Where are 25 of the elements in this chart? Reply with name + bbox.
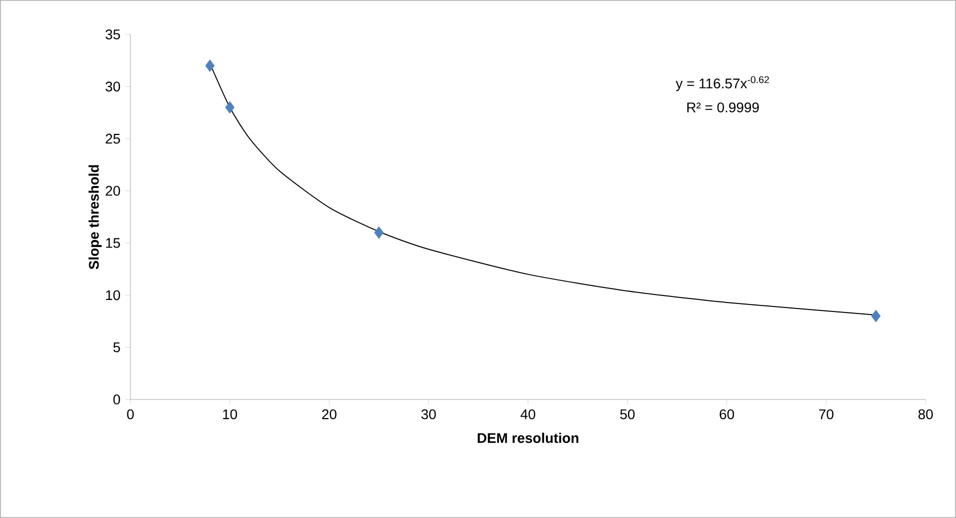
y-axis-title: Slope threshold bbox=[88, 165, 102, 270]
point bbox=[374, 226, 384, 239]
point bbox=[871, 310, 881, 322]
annotation: R² = 0.9999 bbox=[687, 102, 759, 112]
y-tick-label: 35 bbox=[106, 30, 120, 40]
x-tick-label: 60 bbox=[720, 409, 734, 420]
x-tick-label: 20 bbox=[322, 409, 336, 420]
x-axis-title: DEM resolution bbox=[478, 432, 578, 444]
x-tick-label: 40 bbox=[520, 409, 536, 420]
x-tick-label: 0 bbox=[127, 409, 134, 420]
y-tick-label: 20 bbox=[106, 186, 120, 196]
y-tick-label: 0 bbox=[113, 394, 120, 404]
x-tick-label: 70 bbox=[819, 409, 834, 420]
y-tick-label: 25 bbox=[106, 134, 120, 144]
point bbox=[225, 101, 235, 114]
y-tick-label: 5 bbox=[113, 342, 120, 352]
x-tick-label: 50 bbox=[620, 409, 635, 420]
x-tick-label: 30 bbox=[421, 409, 436, 420]
y-tick-label: 10 bbox=[106, 290, 120, 300]
x-tick-label: 10 bbox=[223, 409, 238, 420]
x-tick-label: 80 bbox=[918, 409, 933, 420]
y-tick-label: 30 bbox=[106, 82, 120, 92]
point bbox=[205, 60, 215, 72]
annotation: y = 116.57x$^{-0.62}$ bbox=[676, 76, 769, 92]
y-tick-label: 15 bbox=[106, 238, 120, 248]
